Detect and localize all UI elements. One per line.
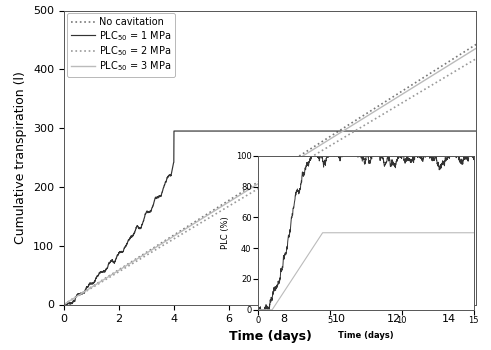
PLC$_{50}$ = 3 MPa: [473, 46, 479, 50]
PLC$_{50}$ = 1 MPa: [136, 226, 142, 231]
X-axis label: Time (days): Time (days): [338, 330, 394, 340]
PLC$_{50}$ = 1 MPa: [218, 129, 224, 133]
PLC$_{50}$ = 3 MPa: [308, 149, 314, 153]
PLC$_{50}$ = 3 MPa: [136, 256, 142, 260]
Line: PLC$_{50}$ = 1 MPa: PLC$_{50}$ = 1 MPa: [64, 131, 476, 304]
PLC$_{50}$ = 1 MPa: [308, 129, 314, 133]
Line: No cavitation: No cavitation: [64, 44, 476, 304]
No cavitation: [400, 89, 406, 93]
No cavitation: [369, 108, 375, 112]
PLC$_{50}$ = 3 MPa: [329, 136, 335, 140]
No cavitation: [329, 133, 335, 138]
PLC$_{50}$ = 2 MPa: [136, 258, 142, 262]
Line: PLC$_{50}$ = 3 MPa: PLC$_{50}$ = 3 MPa: [64, 48, 476, 304]
PLC$_{50}$ = 2 MPa: [400, 100, 406, 104]
Y-axis label: PLC (%): PLC (%): [221, 216, 230, 249]
PLC$_{50}$ = 3 MPa: [218, 204, 224, 209]
X-axis label: Time (days): Time (days): [229, 330, 311, 343]
PLC$_{50}$ = 1 MPa: [369, 129, 375, 133]
PLC$_{50}$ = 1 MPa: [171, 129, 177, 133]
PLC$_{50}$ = 2 MPa: [473, 56, 479, 61]
PLC$_{50}$ = 3 MPa: [369, 111, 375, 116]
PLC$_{50}$ = 1 MPa: [473, 129, 479, 133]
PLC$_{50}$ = 2 MPa: [218, 209, 224, 213]
PLC$_{50}$ = 1 MPa: [400, 129, 406, 133]
Legend: No cavitation, PLC$_{50}$ = 1 MPa, PLC$_{50}$ = 2 MPa, PLC$_{50}$ = 3 MPa: No cavitation, PLC$_{50}$ = 1 MPa, PLC$_…: [67, 13, 175, 77]
PLC$_{50}$ = 1 MPa: [329, 129, 335, 133]
No cavitation: [61, 302, 67, 307]
No cavitation: [218, 203, 224, 207]
PLC$_{50}$ = 2 MPa: [369, 119, 375, 123]
Line: PLC$_{50}$ = 2 MPa: PLC$_{50}$ = 2 MPa: [64, 58, 476, 304]
PLC$_{50}$ = 2 MPa: [308, 155, 314, 159]
PLC$_{50}$ = 1 MPa: [61, 302, 67, 307]
No cavitation: [473, 42, 479, 47]
Y-axis label: Cumulative transpiration (l): Cumulative transpiration (l): [14, 71, 27, 244]
PLC$_{50}$ = 2 MPa: [61, 302, 67, 307]
PLC$_{50}$ = 3 MPa: [400, 92, 406, 96]
No cavitation: [308, 146, 314, 150]
PLC$_{50}$ = 2 MPa: [329, 142, 335, 147]
PLC$_{50}$ = 3 MPa: [61, 302, 67, 307]
No cavitation: [136, 255, 142, 259]
